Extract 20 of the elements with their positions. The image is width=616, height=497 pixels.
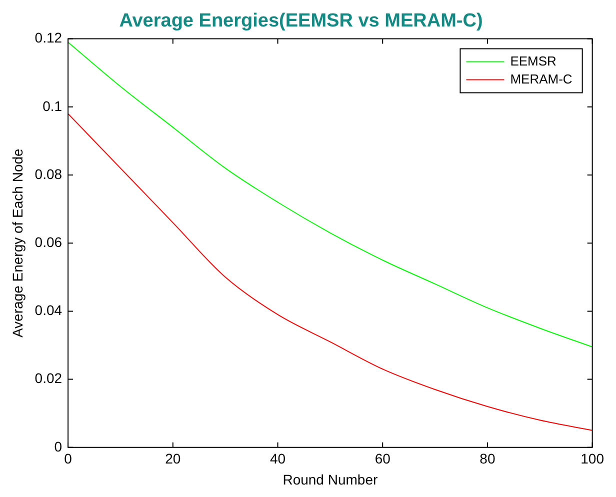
- x-tick-label: 0: [64, 450, 72, 467]
- x-tick-label: 80: [480, 450, 496, 467]
- x-tick-label: 40: [270, 450, 286, 467]
- line-series: [68, 113, 592, 431]
- x-tick-label: 60: [374, 450, 391, 467]
- legend-label: EEMSR: [510, 53, 556, 68]
- y-tick-label: 0.12: [34, 30, 62, 46]
- x-axis-title: Round Number: [282, 471, 378, 488]
- x-tick-label: 100: [580, 450, 604, 467]
- y-tick-label: 0.02: [34, 370, 62, 386]
- chart-title: Average Energies(EEMSR vs MERAM-C): [119, 10, 483, 32]
- y-tick-label: 0.1: [42, 98, 62, 114]
- y-tick-label: 0: [54, 438, 62, 454]
- y-axis-title: Average Energy of Each Node: [9, 148, 26, 338]
- line-series: [68, 42, 592, 348]
- x-tick-label: 20: [165, 450, 181, 467]
- y-tick-label: 0.06: [34, 234, 62, 250]
- y-tick-label: 0.08: [34, 166, 62, 182]
- y-tick-label: 0.04: [34, 302, 62, 318]
- legend-label: MERAM-C: [510, 71, 572, 86]
